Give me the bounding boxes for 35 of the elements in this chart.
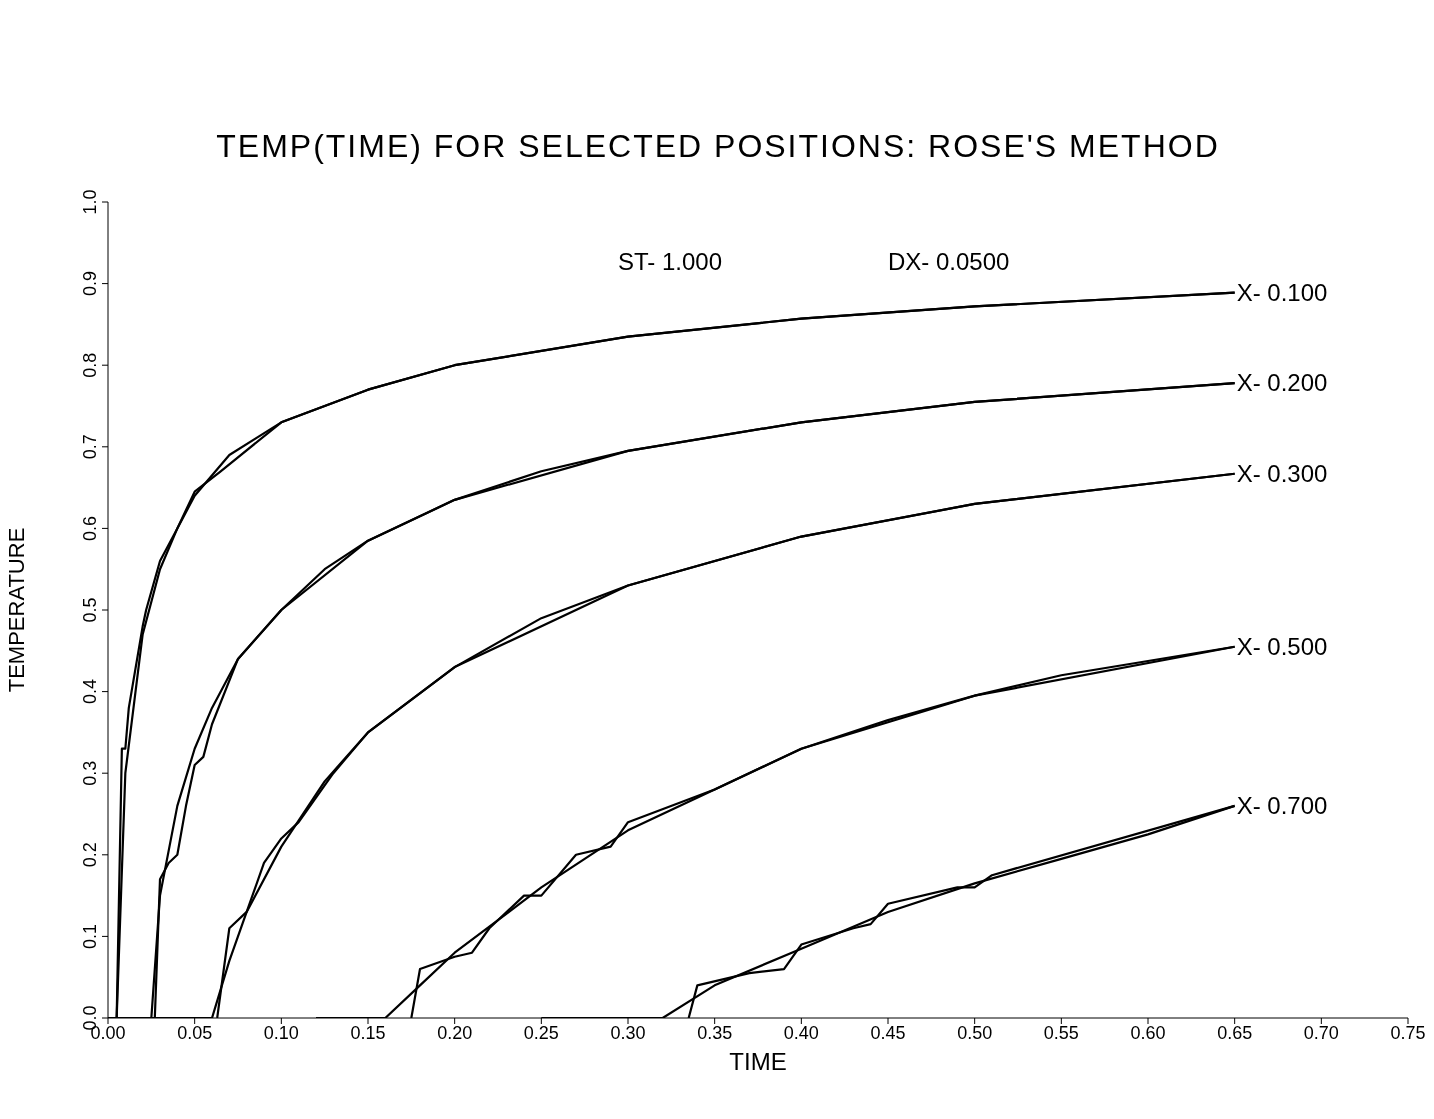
x-axis-title: TIME [729,1048,787,1075]
x-tick-label: 0.75 [1390,1022,1426,1043]
x-tick-label: 0.40 [783,1022,819,1043]
y-tick-label: 0.3 [80,760,100,786]
series-label: X- 0.100 [1236,278,1328,306]
y-tick-label: 0.7 [80,434,100,460]
x-tick-label: 0.35 [697,1022,733,1043]
y-tick-label: 0.1 [80,923,100,949]
x-tick-label: 0.65 [1217,1022,1253,1043]
y-tick-label: 0.2 [80,842,100,868]
x-tick-label: 0.55 [1043,1022,1079,1043]
x-tick-label: 0.25 [523,1022,559,1043]
series-label: X- 0.500 [1236,633,1328,661]
x-tick-label: 0.60 [1130,1022,1166,1043]
y-tick-label: 0.5 [80,597,100,623]
x-tick-label: 0.30 [610,1022,646,1043]
y-axis-title: TEMPERATURE [3,527,29,693]
y-tick-label: 1.0 [80,189,100,215]
x-tick-label: 0.45 [870,1022,906,1043]
y-tick-label: 0.6 [80,515,100,541]
chart-title: TEMP(TIME) FOR SELECTED POSITIONS: ROSE'S METHOD [215,128,1221,165]
x-tick-label: 0.10 [263,1022,299,1043]
x-tick-label: 0.15 [350,1022,386,1043]
x-tick-label: 0.70 [1303,1022,1339,1043]
annotation: ST- 1.000 [618,248,723,276]
series-label: X- 0.300 [1236,460,1328,488]
x-tick-label: 0.50 [957,1022,993,1043]
annotation: DX- 0.0500 [888,248,1010,276]
y-tick-label: 0.8 [80,352,100,378]
series-label: X- 0.700 [1236,792,1328,820]
x-tick-label: 0.20 [437,1022,473,1043]
y-tick-label: 0.4 [80,679,100,705]
series-label: X- 0.200 [1236,369,1328,397]
x-tick-label: 0.05 [177,1022,213,1043]
y-tick-label: 0.9 [80,271,100,297]
